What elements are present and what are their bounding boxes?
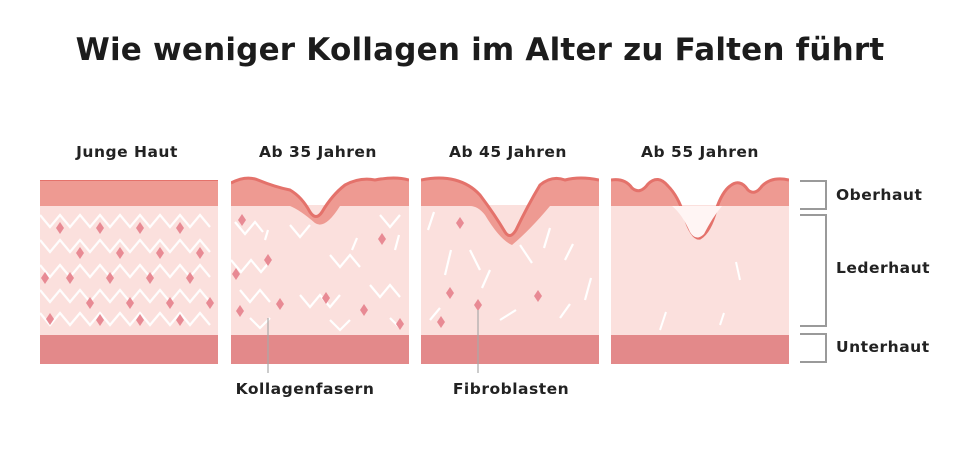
layer-label-epidermis: Oberhaut [836, 186, 923, 204]
subcutis-layer [231, 335, 409, 364]
collagen-fibers [426, 211, 593, 321]
subcutis-layer [611, 335, 789, 364]
dermis-bracket [800, 214, 827, 327]
epidermis-layer [421, 178, 599, 245]
epidermis-layer [231, 178, 409, 225]
fibroblast-cells [437, 217, 542, 328]
panel-young-skin [40, 180, 218, 364]
stage-label-45: Ab 45 Jahren [449, 143, 567, 161]
callout-fibroblasts: Fibroblasten [452, 380, 570, 398]
epidermis-layer [40, 180, 218, 206]
subcutis-layer [421, 335, 599, 364]
stage-label-55: Ab 55 Jahren [641, 143, 759, 161]
subcutis-bracket [800, 333, 827, 363]
stage-label-young: Junge Haut [76, 143, 178, 161]
stage-label-35: Ab 35 Jahren [259, 143, 377, 161]
collagen-fibers [231, 214, 401, 332]
wrinkle-groove [672, 206, 722, 238]
page-title: Wie weniger Kollagen im Alter zu Falten … [75, 32, 885, 68]
layer-label-subcutis: Unterhaut [836, 338, 930, 356]
fibroblast-cells [232, 214, 404, 330]
layer-label-dermis: Lederhaut [836, 259, 931, 277]
panel-age-55 [611, 177, 789, 364]
epidermis-bracket [800, 180, 827, 210]
panel-age-35 [231, 176, 409, 364]
callout-collagen-fibers: Kollagenfasern [235, 380, 375, 398]
dermis-layer [421, 205, 599, 335]
panel-age-45 [421, 176, 599, 364]
subcutis-layer [40, 335, 218, 364]
collagen-fibers [659, 261, 741, 331]
fibroblast-cells [41, 222, 214, 326]
